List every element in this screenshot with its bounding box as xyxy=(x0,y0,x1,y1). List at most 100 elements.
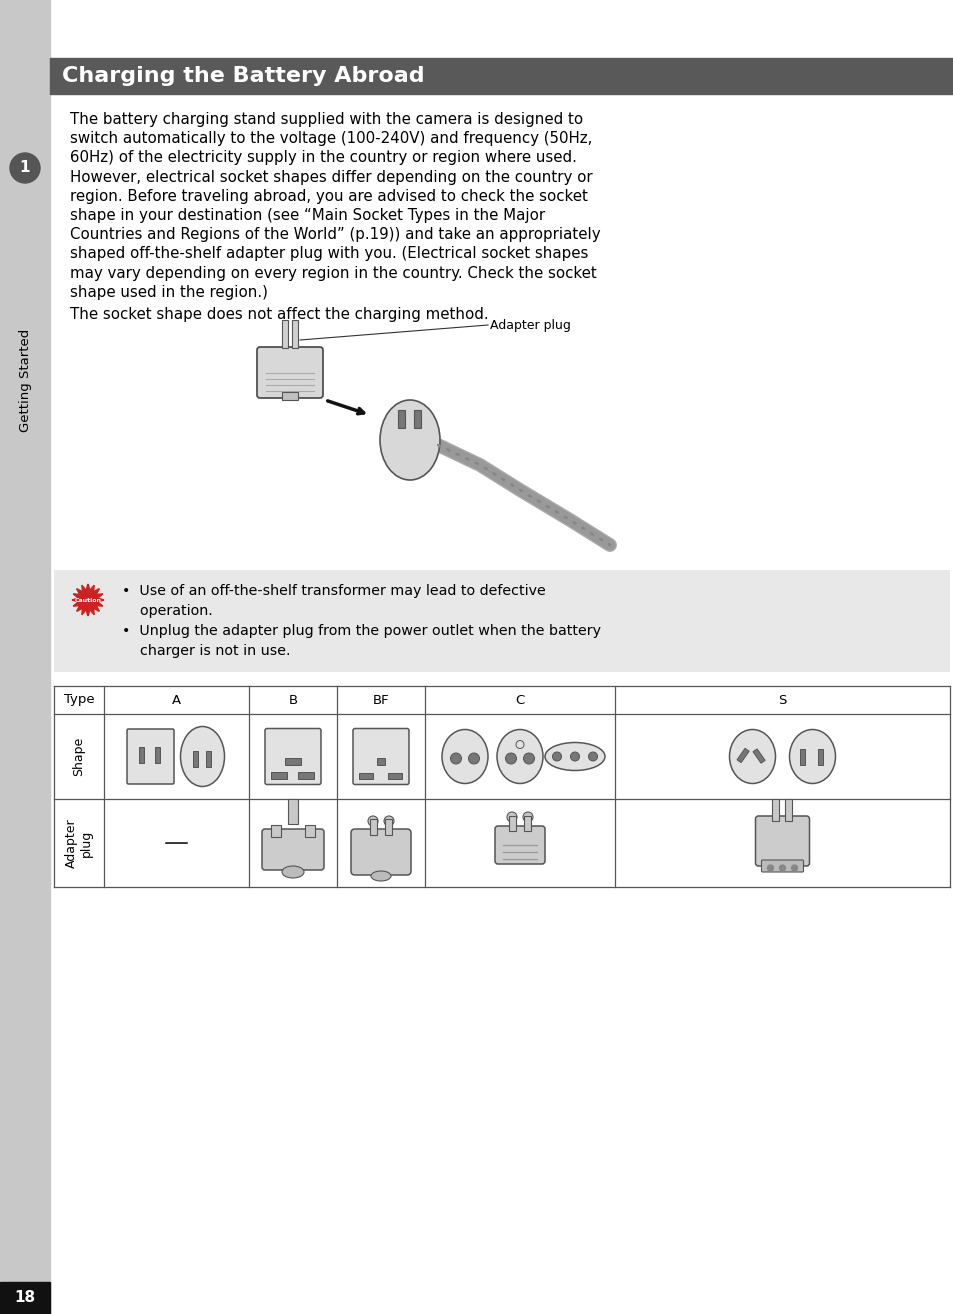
Polygon shape xyxy=(88,600,103,611)
Bar xyxy=(54,686,949,887)
Polygon shape xyxy=(88,585,99,600)
Bar xyxy=(155,746,160,762)
Polygon shape xyxy=(88,594,104,600)
Text: charger is not in use.: charger is not in use. xyxy=(122,644,291,658)
FancyBboxPatch shape xyxy=(265,728,320,784)
Bar xyxy=(193,750,198,766)
Bar xyxy=(271,825,281,837)
Text: 60Hz) of the electricity supply in the country or region where used.: 60Hz) of the electricity supply in the c… xyxy=(70,150,577,166)
Bar xyxy=(282,321,288,348)
Text: —: — xyxy=(164,830,189,855)
Bar xyxy=(0,1282,50,1314)
Text: •  Use of an off-the-shelf transformer may lead to defective: • Use of an off-the-shelf transformer ma… xyxy=(122,583,545,598)
Bar xyxy=(509,816,516,830)
Circle shape xyxy=(552,752,561,761)
Bar xyxy=(139,746,144,762)
Text: may vary depending on every region in the country. Check the socket: may vary depending on every region in th… xyxy=(70,265,597,281)
Ellipse shape xyxy=(729,729,775,783)
Polygon shape xyxy=(71,594,88,600)
Text: Adapter plug: Adapter plug xyxy=(490,318,570,331)
Text: C: C xyxy=(515,694,524,707)
FancyBboxPatch shape xyxy=(495,827,544,865)
Ellipse shape xyxy=(789,729,835,783)
Circle shape xyxy=(588,752,597,761)
Polygon shape xyxy=(88,600,94,616)
Text: A: A xyxy=(172,694,181,707)
Ellipse shape xyxy=(180,727,224,787)
Text: •  Unplug the adapter plug from the power outlet when the battery: • Unplug the adapter plug from the power… xyxy=(122,624,600,639)
Text: Caution: Caution xyxy=(74,598,101,603)
Text: switch automatically to the voltage (100-240V) and frequency (50Hz,: switch automatically to the voltage (100… xyxy=(70,131,592,146)
Bar xyxy=(397,410,405,428)
Polygon shape xyxy=(88,583,94,600)
Ellipse shape xyxy=(282,866,304,878)
FancyBboxPatch shape xyxy=(262,829,324,870)
Text: Shape: Shape xyxy=(72,737,86,777)
Ellipse shape xyxy=(441,729,488,783)
Ellipse shape xyxy=(371,871,391,880)
Circle shape xyxy=(522,812,533,823)
Circle shape xyxy=(767,865,773,871)
Bar xyxy=(305,825,314,837)
Text: Type: Type xyxy=(64,694,94,707)
Bar xyxy=(358,773,373,778)
Bar xyxy=(414,410,420,428)
FancyBboxPatch shape xyxy=(760,859,802,872)
Ellipse shape xyxy=(497,729,542,783)
Text: Charging the Battery Abroad: Charging the Battery Abroad xyxy=(62,66,424,85)
Polygon shape xyxy=(88,600,99,615)
Text: shaped off-the-shelf adapter plug with you. (Electrical socket shapes: shaped off-the-shelf adapter plug with y… xyxy=(70,247,588,261)
Bar xyxy=(772,799,779,821)
Bar xyxy=(800,749,804,765)
Polygon shape xyxy=(71,600,88,606)
Polygon shape xyxy=(73,600,88,611)
Circle shape xyxy=(516,741,523,749)
Circle shape xyxy=(368,816,377,827)
Bar xyxy=(388,773,401,778)
Bar xyxy=(818,749,822,765)
Polygon shape xyxy=(76,585,88,600)
Bar xyxy=(288,799,297,824)
Circle shape xyxy=(384,816,394,827)
FancyBboxPatch shape xyxy=(755,816,809,866)
Circle shape xyxy=(779,865,784,871)
Circle shape xyxy=(506,812,517,823)
FancyBboxPatch shape xyxy=(353,728,409,784)
Circle shape xyxy=(791,865,797,871)
Text: shape in your destination (see “Main Socket Types in the Major: shape in your destination (see “Main Soc… xyxy=(70,208,544,223)
Polygon shape xyxy=(88,600,104,606)
Bar xyxy=(206,750,212,766)
Polygon shape xyxy=(73,589,88,600)
Polygon shape xyxy=(82,600,88,616)
Bar xyxy=(370,819,376,834)
Polygon shape xyxy=(82,583,88,600)
Bar xyxy=(376,757,385,765)
Bar xyxy=(0,0,50,1314)
Text: 1: 1 xyxy=(20,160,30,176)
FancyBboxPatch shape xyxy=(127,729,173,784)
Circle shape xyxy=(505,753,516,763)
Text: operation.: operation. xyxy=(122,604,213,618)
Bar xyxy=(784,799,792,821)
Circle shape xyxy=(570,752,578,761)
Bar xyxy=(297,771,314,778)
FancyBboxPatch shape xyxy=(351,829,411,875)
Ellipse shape xyxy=(379,399,439,480)
Bar xyxy=(282,392,297,399)
Bar xyxy=(54,570,949,671)
Text: The battery charging stand supplied with the camera is designed to: The battery charging stand supplied with… xyxy=(70,112,582,127)
Polygon shape xyxy=(76,600,88,615)
Text: Adapter
plug: Adapter plug xyxy=(65,819,92,867)
Bar xyxy=(285,757,301,765)
Circle shape xyxy=(468,753,479,763)
Circle shape xyxy=(523,753,534,763)
Text: region. Before traveling abroad, you are advised to check the socket: region. Before traveling abroad, you are… xyxy=(70,189,587,204)
Bar xyxy=(385,819,392,834)
Text: B: B xyxy=(288,694,297,707)
Ellipse shape xyxy=(544,742,604,770)
Bar xyxy=(737,748,748,762)
Text: S: S xyxy=(778,694,786,707)
Text: 18: 18 xyxy=(14,1290,35,1306)
Text: The socket shape does not affect the charging method.: The socket shape does not affect the cha… xyxy=(70,307,488,322)
Text: Getting Started: Getting Started xyxy=(18,328,31,431)
